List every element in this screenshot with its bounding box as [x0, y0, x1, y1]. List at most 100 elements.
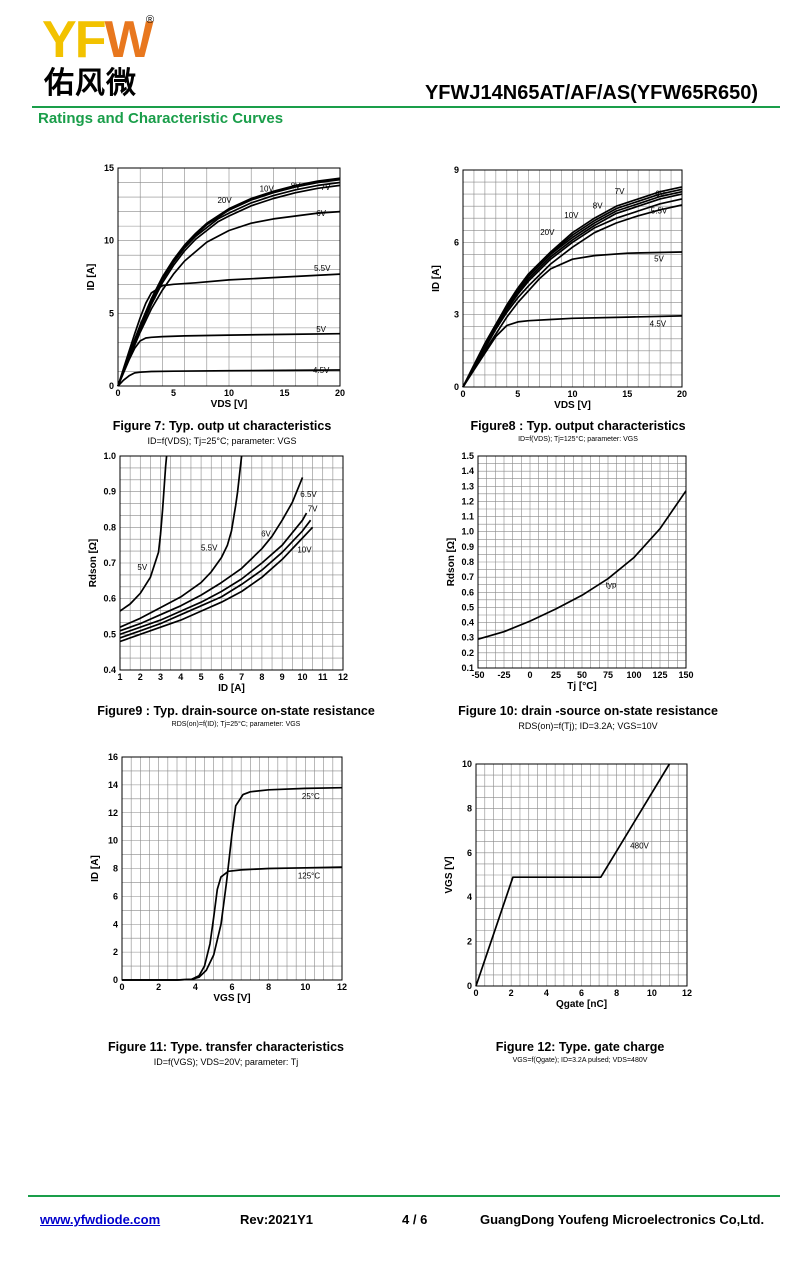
fig8-curve-label: 20V [540, 228, 555, 237]
fig11-plot-frame [121, 756, 343, 981]
fig12-y-tick-label: 4 [467, 892, 472, 902]
fig7-curve-label: 20V [217, 196, 232, 205]
fig9-curve-label: 5V [137, 563, 147, 572]
company-logo: YFW ® 佑风微 [42, 14, 162, 104]
fig11-x-tick-label: 0 [119, 982, 124, 992]
fig11-x-tick-label: 12 [337, 982, 347, 992]
fig10-x-tick-label: 25 [551, 670, 561, 680]
fig11-x-tick-label: 2 [156, 982, 161, 992]
fig9-y-tick-label: 0.9 [103, 487, 116, 497]
figure7-caption: Figure 7: Typ. outp ut characteristics I… [113, 419, 332, 446]
fig10-x-tick-label: 75 [603, 670, 613, 680]
fig10-y-tick-label: 0.2 [461, 648, 474, 658]
figure12-subtitle: VGS=f(Qgate); ID=3.2A pulsed; VDS=480V [512, 1057, 648, 1064]
fig7-curve-label: 7V [321, 183, 331, 192]
fig7-series-line [117, 369, 341, 387]
fig7-x-tick-label: 10 [224, 388, 234, 398]
fig9-x-tick-label: 12 [338, 672, 348, 682]
fig7-curve-label: 6V [316, 209, 326, 218]
fig8-series-line [462, 315, 683, 388]
fig7-series-line [117, 273, 341, 387]
fig12-y-tick-label: 0 [467, 981, 472, 991]
fig8-curve-label: 5V [654, 255, 664, 264]
figure8-title: Figure8 : Typ. output characteristics [470, 419, 686, 433]
fig11-y-tick-label: 10 [108, 836, 118, 846]
fig12-y-tick-label: 6 [467, 848, 472, 858]
fig11-curve-label: 125°C [298, 871, 321, 880]
fig7-plot-frame [117, 167, 341, 387]
footer-divider [28, 1195, 780, 1197]
figure8-caption: Figure8 : Typ. output characteristics ID… [470, 419, 685, 443]
fig7-series-line [117, 332, 341, 387]
fig9-x-axis-label: ID [A] [218, 683, 245, 694]
fig9-chart: 1 2 3 4 5 6 7 8 9 10 11 120.40.50.60.70.80.91.0ID [… [88, 451, 348, 694]
fig9-y-tick-label: 0.7 [103, 558, 116, 568]
fig9-series-line [119, 519, 312, 639]
fig10-y-tick-label: 0.4 [461, 618, 474, 628]
fig9-curve-label: 7V [308, 504, 318, 513]
fig10-x-tick-label: -25 [497, 670, 510, 680]
fig12-x-tick-label: 10 [647, 988, 657, 998]
section-title: Ratings and Characteristic Curves [38, 110, 284, 127]
fig10-plot-frame [477, 455, 687, 669]
fig10-y-tick-label: 0.5 [461, 602, 474, 612]
fig8-x-tick-label: 0 [460, 389, 465, 399]
figure9-subtitle: RDS(on)=f(ID); Tj=25°C; parameter: VGS [171, 721, 301, 728]
fig11-x-tick-label: 4 [193, 982, 198, 992]
fig9-x-tick-label: 6 [219, 672, 224, 682]
fig10-y-tick-label: 1.1 [461, 512, 474, 522]
fig9-y-tick-label: 0.8 [103, 522, 116, 532]
fig10-x-tick-label: 150 [678, 670, 693, 680]
fig7-curve-label: 5.5V [314, 264, 331, 273]
fig9-curve-label: 10V [297, 545, 312, 554]
fig8-curve-label: 7V [615, 187, 625, 196]
figure11-subtitle: ID=f(VGS); VDS=20V; parameter: Tj [153, 1057, 299, 1067]
fig10-y-tick-label: 0.9 [461, 542, 474, 552]
fig8-grid [463, 170, 682, 387]
fig7-y-tick-label: 10 [104, 236, 114, 246]
fig10-y-tick-label: 1.3 [461, 481, 474, 491]
fig7-x-tick-label: 0 [115, 388, 120, 398]
fig7-y-axis-label: ID [A] [86, 264, 97, 291]
fig9-x-tick-label: 2 [138, 672, 143, 682]
fig10-x-tick-label: 50 [577, 670, 587, 680]
fig10-grid [478, 456, 686, 668]
fig11-y-tick-label: 12 [108, 808, 118, 818]
fig10-y-tick-label: 0.8 [461, 557, 474, 567]
fig10-curve-label: typ [606, 581, 617, 590]
footer-page-number: 4 / 6 [402, 1212, 428, 1227]
fig11-series-line [122, 866, 343, 981]
fig9-plot-frame [119, 455, 344, 671]
website-link[interactable]: www.yfwdiode.com [40, 1212, 161, 1227]
fig10-y-tick-label: 0.6 [461, 587, 474, 597]
fig9-x-tick-label: 8 [259, 672, 264, 682]
figure8-subtitle: ID=f(VDS); Tj=125°C; parameter: VGS [518, 436, 638, 443]
fig11-chart: 0 2 4 6 8 10 12 0 2 4 6 8 10 12 14 16 VGS [V] ID [A] 25°C 1… [90, 752, 347, 1004]
fig9-curve-label: 6V [261, 529, 271, 538]
fig8-x-tick-label: 20 [677, 389, 687, 399]
fig11-y-tick-label: 2 [113, 947, 118, 957]
footer-revision: Rev:2021Y1 [240, 1212, 313, 1227]
fig9-grid [120, 456, 343, 670]
fig10-y-axis-label: Rdson [Ω] [446, 538, 457, 587]
fig7-series-line [117, 210, 341, 387]
figure9-caption: Figure9 : Typ. drain-source on-state res… [97, 704, 375, 728]
footer-company: GuangDong Youfeng Microelectronics Co,Lt… [480, 1212, 765, 1227]
fig7-series-line [117, 184, 341, 387]
fig9-series-line [119, 512, 308, 636]
fig12-y-tick-label: 2 [467, 937, 472, 947]
fig9-series-line [119, 477, 304, 632]
logo-letter-y: Y [42, 11, 77, 69]
fig11-x-tick-label: 8 [266, 982, 271, 992]
figure9-title: Figure9 : Typ. drain-source on-state res… [97, 704, 375, 718]
fig10-x-tick-label: -50 [471, 670, 484, 680]
fig10-x-tick-label: 100 [626, 670, 641, 680]
fig8-y-tick-label: 3 [454, 310, 459, 320]
fig7-x-tick-label: 20 [335, 388, 345, 398]
figure12-title: Figure 12: Type. gate charge [495, 1040, 665, 1054]
fig11-curve-label: 25°C [302, 792, 320, 801]
figure12-caption: Figure 12: Type. gate charge VGS=f(Qgate… [496, 1040, 665, 1064]
fig11-y-tick-label: 16 [108, 752, 118, 762]
fig7-chart: 0 5 10 15 20 0 5 10 15 VDS [V] ID [A] 20V 10V 8V 7V 6V 5… [86, 163, 345, 410]
fig11-x-tick-label: 10 [300, 982, 310, 992]
